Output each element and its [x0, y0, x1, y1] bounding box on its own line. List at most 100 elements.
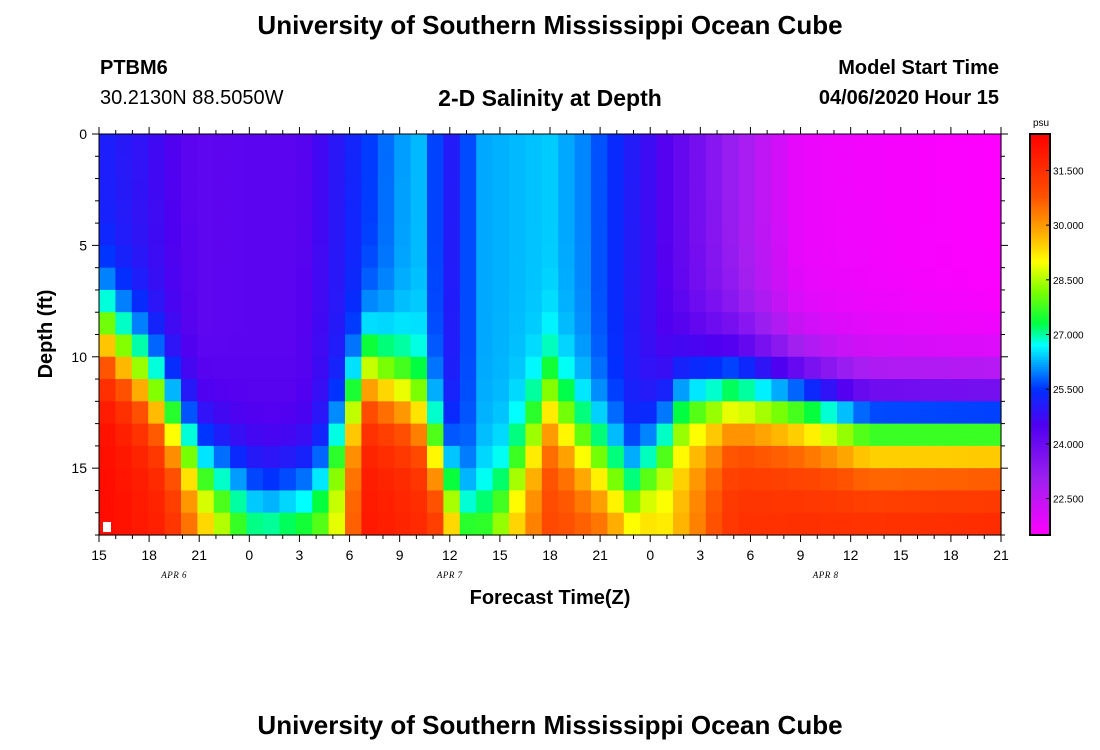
- heatmap-cell: [738, 178, 756, 202]
- colorbar-segment: [1030, 134, 1050, 138]
- colorbar-segment: [1030, 339, 1050, 343]
- colorbar-segment: [1030, 427, 1050, 431]
- colorbar-segment: [1030, 251, 1050, 255]
- heatmap-cell: [459, 379, 477, 402]
- heatmap-cell: [361, 512, 379, 536]
- heatmap-cell: [115, 156, 133, 180]
- heatmap-cell: [837, 156, 854, 180]
- y-tick-label: 0: [79, 126, 87, 142]
- colorbar-segment: [1030, 409, 1050, 413]
- heatmap-cell: [951, 445, 969, 469]
- heatmap-cell: [869, 200, 887, 224]
- heatmap-cell: [902, 334, 920, 358]
- heatmap-cell: [525, 423, 543, 447]
- heatmap-cell: [148, 200, 166, 224]
- heatmap-cell: [279, 312, 297, 336]
- heatmap-cell: [525, 200, 543, 224]
- heatmap-cell: [787, 334, 805, 358]
- heatmap-cell: [837, 178, 854, 202]
- heatmap-cell: [574, 134, 592, 157]
- heatmap-cell: [738, 356, 756, 380]
- y-tick-label: 10: [71, 349, 87, 365]
- heatmap-cell: [394, 401, 412, 425]
- heatmap-cell: [705, 334, 723, 358]
- heatmap-cell: [263, 312, 280, 336]
- heatmap-cell: [902, 401, 920, 425]
- heatmap-cell: [738, 267, 756, 291]
- heatmap-cell: [673, 289, 690, 313]
- heatmap-cell: [345, 401, 362, 425]
- heatmap-cell: [804, 379, 822, 402]
- heatmap-cell: [755, 512, 772, 536]
- x-tick-label: 12: [442, 547, 458, 563]
- heatmap-cell: [459, 134, 477, 157]
- heatmap-cell: [722, 401, 740, 425]
- heatmap-cell: [738, 245, 756, 269]
- colorbar-segment: [1030, 224, 1050, 228]
- heatmap-cell: [853, 401, 871, 425]
- heatmap-cell: [148, 490, 166, 514]
- heatmap-cell: [148, 445, 166, 469]
- heatmap-cell: [427, 445, 444, 469]
- heatmap-cell: [492, 134, 510, 157]
- heatmap-cell: [99, 134, 116, 157]
- colorbar-segment: [1030, 136, 1050, 140]
- heatmap-cell: [328, 312, 346, 336]
- colorbar-tick-label: 31.500: [1053, 166, 1084, 177]
- colorbar-segment: [1030, 221, 1050, 225]
- heatmap-cell: [443, 245, 461, 269]
- heatmap-cell: [394, 200, 412, 224]
- heatmap-cell: [197, 312, 215, 336]
- heatmap-cell: [148, 134, 166, 157]
- heatmap-cell: [607, 178, 625, 202]
- x-tick-label: 21: [191, 547, 207, 563]
- colorbar-segment: [1030, 469, 1050, 473]
- heatmap-cell: [591, 401, 608, 425]
- heatmap-cell: [312, 267, 330, 291]
- heatmap-cell: [263, 445, 280, 469]
- heatmap-cell: [115, 334, 133, 358]
- heatmap-cell: [492, 223, 510, 246]
- colorbar-segment: [1030, 249, 1050, 253]
- heatmap-cell: [558, 512, 576, 536]
- colorbar-segment: [1030, 259, 1050, 263]
- heatmap-cell: [640, 379, 658, 402]
- heatmap-cell: [869, 423, 887, 447]
- colorbar-segment: [1030, 274, 1050, 278]
- heatmap-cell: [213, 178, 231, 202]
- heatmap-cell: [787, 156, 805, 180]
- heatmap-cell: [312, 178, 330, 202]
- y-tick-label: 5: [79, 237, 87, 253]
- heatmap-cell: [131, 401, 149, 425]
- heatmap-cell: [722, 178, 740, 202]
- heatmap-cell: [115, 312, 133, 336]
- heatmap-cell: [640, 423, 658, 447]
- heatmap-cell: [427, 512, 444, 536]
- heatmap-cell: [394, 379, 412, 402]
- heatmap-cell: [394, 423, 412, 447]
- heatmap-cell: [459, 289, 477, 313]
- heatmap-cell: [689, 379, 707, 402]
- heatmap-cell: [263, 134, 280, 157]
- heatmap-cell: [837, 245, 854, 269]
- heatmap-cell: [99, 401, 116, 425]
- heatmap-cell: [476, 223, 494, 246]
- heatmap-cell: [673, 134, 690, 157]
- heatmap-cell: [984, 289, 1002, 313]
- colorbar-tick-label: 25.500: [1053, 385, 1084, 396]
- heatmap-cell: [230, 200, 248, 224]
- heatmap-cell: [99, 356, 116, 380]
- heatmap-cell: [410, 289, 428, 313]
- heatmap-cell: [164, 490, 182, 514]
- heatmap-cell: [295, 379, 313, 402]
- heatmap-cell: [738, 134, 756, 157]
- heatmap-cell: [394, 267, 412, 291]
- heatmap-cell: [968, 134, 986, 157]
- heatmap-cell: [722, 289, 740, 313]
- heatmap-cell: [492, 178, 510, 202]
- heatmap-cell: [722, 445, 740, 469]
- heatmap-cell: [820, 334, 838, 358]
- heatmap-cell: [525, 267, 543, 291]
- colorbar-segment: [1030, 389, 1050, 393]
